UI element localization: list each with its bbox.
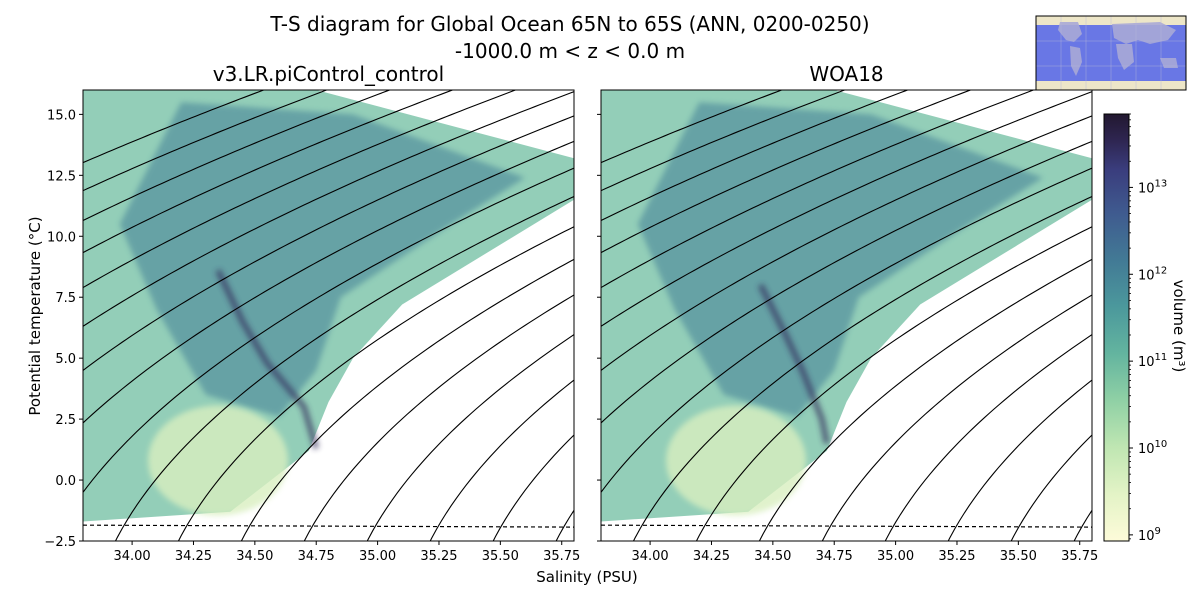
y-tick-label: 15.0: [47, 108, 76, 123]
isopycnal-27.80: [366, 334, 574, 541]
isopycnal-27.60: [303, 294, 574, 541]
panel-model: v3.LR.piControl_control 34.00 34.25 34.50 34…: [44, 62, 580, 564]
isopycnal-25.80: [83, 90, 455, 254]
panel-title: v3.LR.piControl_control: [213, 62, 444, 86]
x-tick-label: 35.75: [543, 549, 580, 564]
panel-title: WOA18: [809, 62, 883, 86]
isopycnal-25.60: [83, 90, 392, 222]
x-tick-label: 35.25: [938, 549, 975, 564]
isopycnal-27.40: [758, 258, 1092, 541]
ts-volume-field: [601, 90, 1092, 522]
y-tick-label: 5.0: [55, 352, 76, 367]
isopycnal-28.40: [555, 510, 574, 541]
x-tick-label: 34.00: [631, 549, 668, 564]
x-tick-label: 35.75: [1061, 549, 1098, 564]
figure-title: T-S diagram for Global Ocean 65N to 65S …: [270, 12, 870, 36]
x-tick-label: 34.75: [298, 549, 335, 564]
continent-shape: [1070, 46, 1082, 76]
isopycnal-26.80: [83, 167, 574, 493]
x-tick-label: 34.00: [113, 549, 150, 564]
plot-frame: [82, 89, 575, 542]
x-tick-label: 34.50: [236, 549, 273, 564]
x-tick-label: 34.75: [816, 549, 853, 564]
panel-observations: WOA18 34.00 34.25 34.50 34.75 35.00 35.25 35.50…: [597, 62, 1098, 564]
isopycnal-27.80: [884, 334, 1092, 541]
colorbar-tick-label: 1012: [1138, 265, 1167, 283]
isopycnal-26.40: [83, 115, 574, 371]
x-tick-label: 35.50: [482, 549, 519, 564]
isopycnal-25.40: [601, 90, 847, 192]
deep-water-blob: [148, 405, 289, 516]
isopycnal-28.20: [492, 434, 574, 541]
x-tick-label: 35.25: [420, 549, 457, 564]
x-tick-label: 34.25: [175, 549, 212, 564]
y-tick-label: 7.5: [55, 291, 76, 306]
isopycnal-26.00: [601, 90, 1036, 289]
isopycnal-27.00: [114, 195, 574, 541]
isopycnal-25.80: [601, 90, 973, 254]
freezing-line: [82, 524, 575, 528]
colorbar-label: volume (m³): [1170, 280, 1188, 373]
isopycnal-27.40: [240, 258, 574, 541]
isopycnal-27.60: [821, 294, 1092, 541]
continent-shape: [1058, 22, 1082, 42]
continent-shape: [1112, 22, 1176, 44]
colorbar-tick-label: 109: [1138, 526, 1161, 544]
y-tick-label: −2.5: [44, 535, 76, 550]
freezing-line: [600, 524, 1093, 528]
region-map-inset: [1035, 15, 1187, 91]
deep-water-blob: [666, 405, 807, 516]
isopycnal-27.20: [695, 226, 1092, 541]
isopycnal-25.20: [83, 90, 266, 164]
isopycnal-28.00: [429, 379, 574, 541]
isopycnal-27.00: [632, 195, 1092, 541]
isopycnal-26.00: [83, 90, 518, 289]
colorbar: 109 1010 1011 1012 1013: [1103, 113, 1167, 544]
colorbar-tick-label: 1013: [1138, 178, 1167, 196]
high-volume-ridge: [757, 283, 830, 445]
y-tick-label: 12.5: [47, 169, 76, 184]
plot-frame: [600, 89, 1093, 542]
isopycnal-28.20: [1010, 434, 1092, 541]
colorbar-gradient: [1103, 113, 1130, 542]
isopycnal-26.20: [83, 91, 574, 327]
x-tick-label: 35.00: [877, 549, 914, 564]
isopycnal-26.40: [601, 115, 1092, 371]
x-tick-label: 35.50: [1000, 549, 1037, 564]
y-tick-label: 2.5: [55, 413, 76, 428]
x-axis-label: Salinity (PSU): [536, 568, 638, 586]
y-tick-label: 10.0: [47, 230, 76, 245]
continent-shape: [1116, 44, 1134, 70]
y-axis-label: Potential temperature (°C): [26, 216, 44, 415]
x-tick-label: 34.25: [693, 549, 730, 564]
isopycnal-25.40: [83, 90, 329, 192]
figure-subtitle: -1000.0 m < z < 0.0 m: [454, 39, 686, 63]
colorbar-tick-label: 1011: [1138, 352, 1167, 370]
ts-volume-field: [83, 90, 574, 522]
y-tick-label: 0.0: [55, 474, 76, 489]
isopycnal-28.40: [1073, 510, 1092, 541]
isopycnal-26.60: [83, 140, 574, 424]
isopycnal-26.60: [601, 140, 1092, 424]
high-volume-ridge: [215, 269, 320, 450]
continent-shape: [1160, 58, 1178, 68]
x-tick-label: 35.00: [359, 549, 396, 564]
isopycnal-28.00: [947, 379, 1092, 541]
colorbar-tick-label: 1010: [1138, 439, 1167, 457]
x-tick-label: 34.50: [754, 549, 791, 564]
isopycnal-25.20: [601, 90, 784, 164]
isopycnal-27.20: [177, 226, 574, 541]
isopycnal-25.60: [601, 90, 910, 222]
isopycnal-26.20: [601, 91, 1092, 327]
isopycnal-26.80: [601, 167, 1092, 493]
